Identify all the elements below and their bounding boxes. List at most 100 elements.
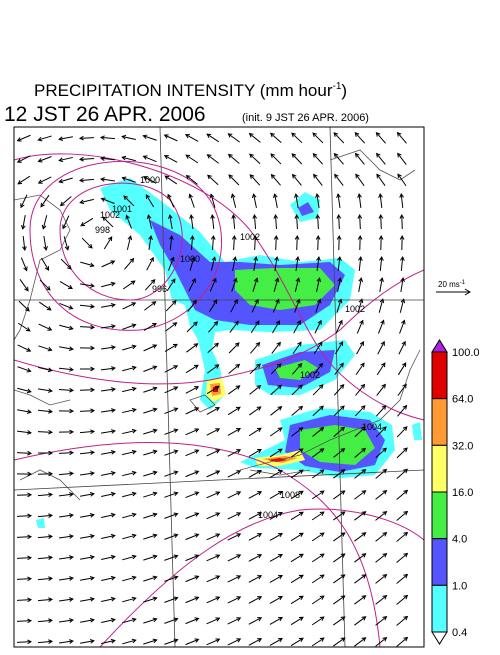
wind-arrow <box>186 155 198 163</box>
init-time: (init. 9 JST 26 APR. 2006) <box>242 112 369 124</box>
wind-arrow <box>291 596 303 603</box>
wind-arrow <box>291 512 303 519</box>
wind-arrow <box>165 323 176 331</box>
wind-arrow <box>333 554 344 562</box>
wind-arrow <box>377 174 385 185</box>
wind-arrow <box>207 134 219 142</box>
wind-arrow <box>61 196 72 205</box>
wind-arrow <box>124 259 133 270</box>
wind-arrow <box>354 596 365 604</box>
wind-arrow <box>354 638 365 646</box>
wind-arrow <box>376 491 387 500</box>
colorbar-under <box>432 632 447 644</box>
colorbar: 100.064.032.016.04.01.00.4 <box>432 340 480 644</box>
wind-arrow <box>186 344 197 352</box>
wind-arrow <box>397 512 408 521</box>
wind-arrow <box>354 533 365 541</box>
wind-arrow <box>271 133 282 142</box>
wind-arrow <box>229 343 239 353</box>
title-close: ) <box>341 81 347 100</box>
wind-arrow <box>271 175 280 186</box>
isobar-label: 1002 <box>300 370 320 380</box>
wind-arrow <box>397 427 407 437</box>
wind-arrow <box>38 474 52 475</box>
wind-arrow <box>376 575 387 584</box>
wind-arrow <box>354 617 365 625</box>
wind-arrow <box>250 134 261 143</box>
wind-arrow <box>376 638 387 647</box>
wind-arrow <box>333 617 344 625</box>
colorbar-label: 1.0 <box>452 580 467 592</box>
wind-arrow <box>17 579 31 580</box>
wind-arrow <box>377 384 386 395</box>
wind-arrow <box>270 407 281 416</box>
wind-arrow <box>335 174 343 185</box>
vector-scale-text: 20 ms <box>438 280 460 289</box>
wind-arrow <box>82 238 92 248</box>
vector-scale-exponent: -1 <box>460 280 466 286</box>
wind-arrow <box>40 280 50 290</box>
wind-arrow <box>312 638 324 646</box>
colorbar-bin <box>432 492 447 539</box>
wind-arrow <box>17 558 31 559</box>
wind-arrow <box>291 533 303 540</box>
wind-arrow <box>229 154 240 163</box>
isobar-label: 998 <box>95 225 110 235</box>
wind-arrow <box>381 215 382 229</box>
isobar-label: 1002 <box>240 232 260 242</box>
wind-arrow <box>228 407 240 414</box>
wind-arrow <box>123 281 135 289</box>
isobar-label: 996 <box>152 284 167 294</box>
wind-arrow <box>291 617 303 624</box>
wind-arrow <box>334 385 343 395</box>
wind-arrow <box>356 174 364 185</box>
wind-arrow <box>312 617 324 625</box>
wind-arrow <box>333 596 344 604</box>
wind-arrow <box>38 432 52 433</box>
wind-arrow <box>250 154 260 164</box>
wind-arrow <box>59 453 73 454</box>
map: 1000100110029989961000100210041008100210… <box>14 127 424 647</box>
wind-arrow <box>17 600 31 601</box>
wind-arrow <box>271 154 281 164</box>
colorbar-bin <box>432 445 447 492</box>
wind-arrow <box>250 175 259 185</box>
colorbar-bin <box>432 399 447 446</box>
wind-arrow <box>17 453 31 454</box>
wind-arrow <box>80 390 94 391</box>
wind-arrow <box>376 533 387 542</box>
wind-arrow <box>250 386 261 395</box>
wind-arrow <box>255 236 256 250</box>
wind-arrow <box>228 134 239 142</box>
wind-arrow <box>39 302 51 310</box>
wind-arrow <box>228 386 239 394</box>
title: PRECIPITATION INTENSITY (mm hour-1) <box>34 81 347 100</box>
wind-arrow <box>397 133 406 144</box>
wind-arrow <box>292 133 302 143</box>
wind-arrow <box>339 215 340 229</box>
colorbar-over <box>432 340 447 352</box>
wind-arrow <box>333 533 344 541</box>
wind-arrow <box>376 554 387 563</box>
wind-arrow <box>81 218 93 225</box>
wind-arrow <box>318 215 319 229</box>
wind-arrow <box>354 491 365 499</box>
wind-arrow <box>398 153 407 164</box>
wind-arrow <box>186 365 198 372</box>
valid-time: 12 JST 26 APR. 2006 <box>4 103 206 126</box>
wind-arrow <box>376 133 385 144</box>
wind-arrow <box>397 638 408 647</box>
wind-arrow <box>270 428 281 436</box>
wind-arrow <box>297 236 298 250</box>
wind-arrow <box>360 215 361 229</box>
wind-arrow <box>377 154 386 165</box>
colorbar-label: 16.0 <box>452 487 473 499</box>
isobar-label: 1002 <box>345 304 365 314</box>
wind-arrow <box>376 596 387 605</box>
wind-arrow <box>334 133 344 143</box>
wind-arrow <box>292 154 302 164</box>
wind-arrow <box>249 428 261 436</box>
colorbar-label: 4.0 <box>452 534 467 546</box>
wind-arrow <box>356 154 365 165</box>
wind-arrow <box>207 155 218 163</box>
